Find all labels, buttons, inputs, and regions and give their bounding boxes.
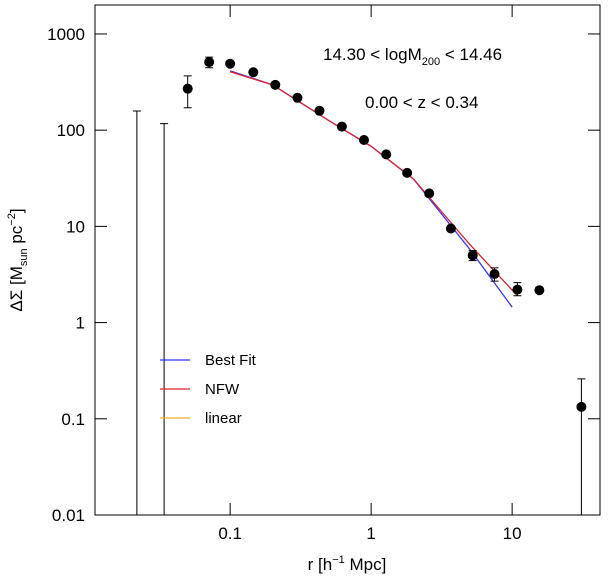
- x-axis-label: r [h−1 Mpc]: [308, 554, 387, 574]
- legend-label: linear: [205, 410, 242, 427]
- data-point: [512, 284, 523, 295]
- data-point: [336, 121, 347, 132]
- y-tick-label: 100: [57, 121, 85, 140]
- x-tick-label: 10: [503, 524, 522, 543]
- data-point: [204, 57, 215, 68]
- legend-label: Best Fit: [205, 352, 257, 369]
- data-point: [424, 188, 435, 199]
- data-point: [292, 92, 303, 103]
- data-point: [467, 250, 478, 261]
- data-point: [381, 149, 392, 160]
- y-tick-label: 10: [66, 217, 85, 236]
- x-tick-label: 1: [366, 524, 375, 543]
- data-point: [489, 268, 500, 279]
- plot-frame: [94, 4, 601, 516]
- data-point: [534, 285, 545, 296]
- data-point: [270, 79, 281, 90]
- legend-label: NFW: [205, 381, 240, 398]
- y-tick-label: 0.01: [52, 506, 85, 525]
- y-tick-label: 0.1: [61, 410, 85, 429]
- y-tick-label: 1000: [47, 25, 85, 44]
- data-point: [576, 401, 587, 412]
- x-tick-label: 0.1: [218, 524, 242, 543]
- data-point: [248, 67, 259, 78]
- data-point: [445, 223, 456, 234]
- data-point: [359, 135, 370, 146]
- error-bar: [160, 123, 169, 515]
- annotation: 0.00 < z < 0.34: [365, 93, 478, 112]
- annotation: 14.30 < logM200 < 14.46: [323, 45, 502, 68]
- y-axis-label: ΔΣ [Msun pc−2]: [6, 208, 30, 311]
- data-point: [402, 167, 413, 178]
- data-point: [225, 58, 236, 69]
- error-bar: [577, 378, 586, 515]
- data-point: [182, 83, 193, 94]
- data-point: [314, 105, 325, 116]
- error-bar: [132, 110, 141, 515]
- y-tick-label: 1: [76, 314, 85, 333]
